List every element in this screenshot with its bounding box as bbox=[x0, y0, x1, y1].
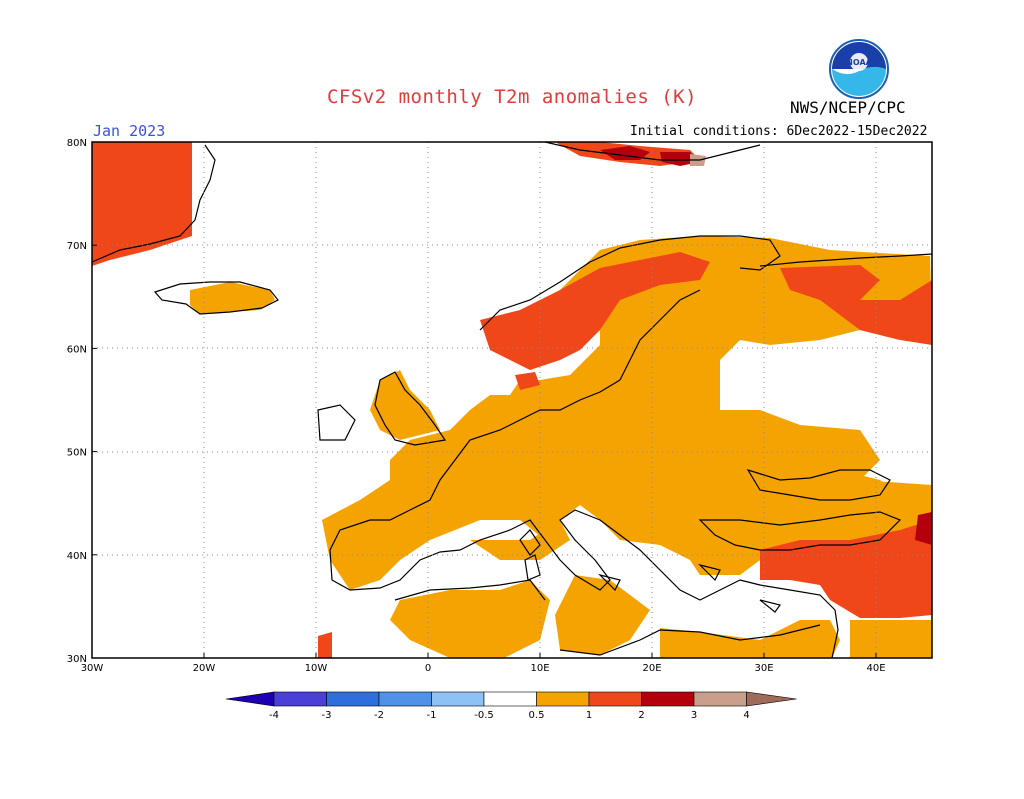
colorbar-arrow-low bbox=[225, 691, 275, 707]
colorbar-swatch bbox=[536, 691, 590, 707]
initial-conditions: Initial conditions: 6Dec2022-15Dec2022 bbox=[630, 124, 928, 139]
lat-tick-label: 70N bbox=[67, 241, 87, 252]
colorbar-swatch bbox=[431, 691, 485, 707]
colorbar-swatch bbox=[641, 691, 695, 707]
colorbar-arrow-high bbox=[746, 691, 797, 707]
colorbar-swatch bbox=[588, 691, 642, 707]
lon-tick-label: 10E bbox=[530, 663, 549, 674]
lon-tick-label: 30W bbox=[81, 663, 104, 674]
colorbar-label: 0.5 bbox=[529, 710, 545, 721]
coastlines bbox=[92, 142, 932, 658]
colorbar-label: 4 bbox=[743, 710, 749, 721]
colorbar-label: 3 bbox=[691, 710, 697, 721]
lat-tick-label: 80N bbox=[67, 138, 87, 149]
colorbar-swatch bbox=[326, 691, 380, 707]
lon-tick-label: 10W bbox=[305, 663, 328, 674]
colorbar-label: 2 bbox=[638, 710, 644, 721]
map-frame bbox=[91, 141, 933, 659]
colorbar-swatch bbox=[273, 691, 327, 707]
forecast-month: Jan 2023 bbox=[93, 122, 166, 140]
anomaly-1-2 bbox=[92, 142, 932, 658]
anomaly-shading bbox=[92, 142, 932, 658]
lon-tick-label: 0 bbox=[425, 663, 431, 674]
colorbar-label: -2 bbox=[374, 710, 384, 721]
chart-title: CFSv2 monthly T2m anomalies (K) bbox=[326, 86, 698, 108]
colorbar-swatch bbox=[378, 691, 432, 707]
gridlines bbox=[92, 142, 932, 658]
svg-text:NOAA: NOAA bbox=[846, 58, 872, 67]
lon-tick-label: 20E bbox=[642, 663, 661, 674]
lon-tick-label: 20W bbox=[193, 663, 216, 674]
colorbar-label: -1 bbox=[427, 710, 437, 721]
lon-tick-label: 30E bbox=[754, 663, 773, 674]
colorbar-swatch bbox=[693, 691, 747, 707]
lon-tick-label: 40E bbox=[866, 663, 885, 674]
anomaly-0p5-1 bbox=[190, 236, 932, 658]
noaa-logo: NOAA bbox=[829, 39, 889, 99]
lat-tick-label: 40N bbox=[67, 551, 87, 562]
axis-labels: 30W 20W 10W 0 10E 20E 30E 40E 80N 70N 60N 50N 40N 30N bbox=[67, 138, 886, 674]
colorbar-swatch bbox=[483, 691, 537, 707]
colorbar-label: -3 bbox=[322, 710, 332, 721]
lat-tick-label: 60N bbox=[67, 344, 87, 355]
colorbar-label: -0.5 bbox=[474, 710, 494, 721]
colorbar-label: -4 bbox=[269, 710, 279, 721]
lat-tick-label: 50N bbox=[67, 448, 87, 459]
lat-tick-label: 30N bbox=[67, 654, 87, 665]
organization-label: NWS/NCEP/CPC bbox=[790, 98, 906, 117]
colorbar: -4 -3 -2 -1 -0.5 0.5 1 2 3 4 bbox=[225, 691, 797, 721]
colorbar-label: 1 bbox=[586, 710, 592, 721]
